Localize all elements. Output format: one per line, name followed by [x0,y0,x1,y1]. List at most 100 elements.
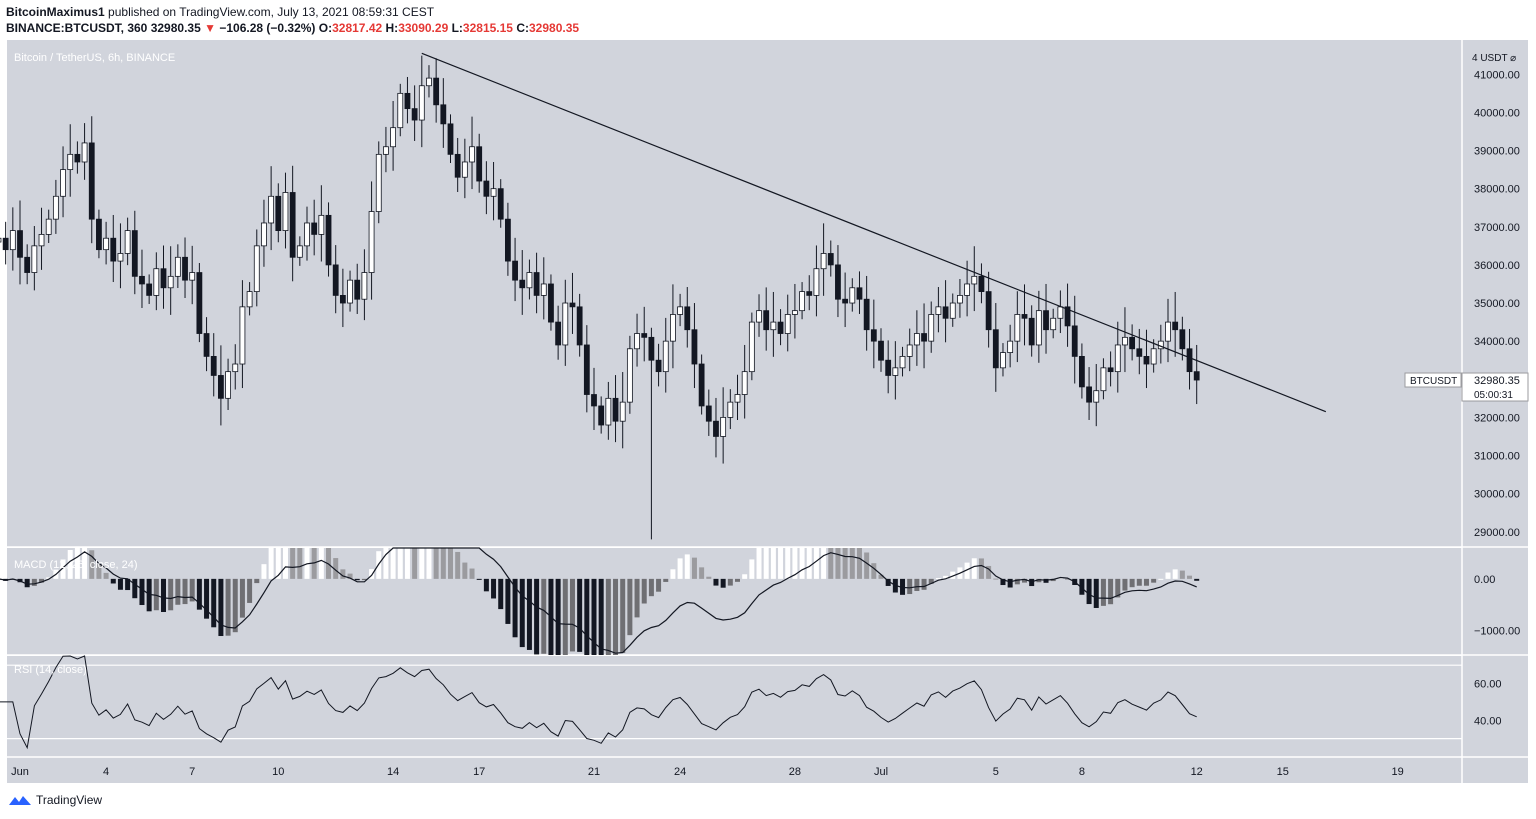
candle [949,293,956,327]
candle [1150,339,1157,373]
candle-body [583,344,590,395]
candle [626,335,633,414]
candle-body [282,192,289,232]
candle [375,141,382,224]
candle-body [598,405,605,426]
candle-body [103,237,109,251]
brand-name[interactable]: TradingView [36,793,103,807]
candle-body [1193,371,1200,381]
candle-body [856,287,863,300]
candle [146,274,153,304]
candle [131,210,138,295]
symbol-name: BINANCE:BTCUSDT, 360 [6,21,148,35]
candle [842,272,849,328]
macd-bar [1029,578,1035,587]
candle [318,185,325,262]
candle-body [913,333,920,346]
candle-body [31,245,38,273]
candle [311,199,318,256]
candle-body [533,272,540,296]
candle [598,396,605,434]
macd-bar [404,548,410,579]
candle [332,245,339,314]
candle [1093,364,1100,427]
macd-bar [440,548,446,579]
macd-tick-label: 0.00 [1474,574,1495,586]
candle-body [957,295,963,304]
candle-body [1129,336,1136,350]
macd-bar [333,558,339,579]
candle [576,293,583,357]
candle-body [469,146,475,163]
tradingview-logo-icon[interactable] [8,793,32,807]
candle [1050,308,1057,339]
candle-body [1172,321,1179,331]
candle [397,83,404,137]
candle [239,280,246,389]
candle-body [992,329,999,369]
candle [634,313,640,367]
candle [971,246,978,312]
macd-bar [1108,578,1114,605]
candle [17,200,23,285]
publish-info: BitcoinMaximus1 published on TradingView… [6,5,434,19]
candle [957,279,963,318]
price-tick-label: 35000.00 [1474,298,1520,310]
candle-body [734,394,741,403]
candle-body [906,344,913,357]
macd-bar [1172,569,1178,579]
close-label: C: [516,21,529,35]
candle-body [174,256,181,277]
candle-body [368,211,375,273]
candle [727,389,734,430]
candle-body [304,222,310,247]
candle-body [705,405,712,422]
macd-bar [1014,578,1020,585]
candle [461,138,468,199]
candle-body [275,195,282,232]
candle-body [110,237,117,262]
candle-body [404,92,411,110]
price-tick-label: 37000.00 [1474,222,1520,234]
author-name[interactable]: BitcoinMaximus1 [6,5,105,19]
macd-bar [1100,578,1106,606]
candle [756,294,762,337]
candle-body [1186,348,1193,373]
candle-body [225,371,231,399]
macd-bar [749,559,755,579]
open-label: O: [318,21,333,35]
macd-bar [856,548,862,579]
macd-bar [132,578,138,599]
candle-body [1007,340,1014,353]
macd-bar [254,578,260,584]
candle-body [928,314,935,342]
candle [691,303,698,389]
candle-body [1136,348,1143,357]
candle-body [813,268,820,296]
price-tick-label: 39000.00 [1474,146,1520,158]
candle [899,346,906,377]
candle-body [648,336,655,361]
macd-bar [462,562,468,579]
candle [799,282,805,320]
macd-bar [282,548,288,579]
macd-bar [390,548,396,579]
candle [583,325,590,413]
macd-bar [89,550,95,579]
candle [196,263,203,343]
candle [52,179,59,234]
macd-bar [670,569,676,579]
macd-bar [828,548,834,579]
macd-bar [950,571,956,579]
candle-body [985,291,992,331]
candle [103,221,109,265]
candle-body [1114,344,1121,373]
candle-body [763,310,770,331]
time-tick-label: 8 [1079,766,1085,778]
price-tick-label: 32000.00 [1474,412,1520,424]
macd-bar [139,578,145,606]
candle-body [1057,306,1064,319]
macd-bar [634,578,640,618]
macd-bar [239,578,245,618]
